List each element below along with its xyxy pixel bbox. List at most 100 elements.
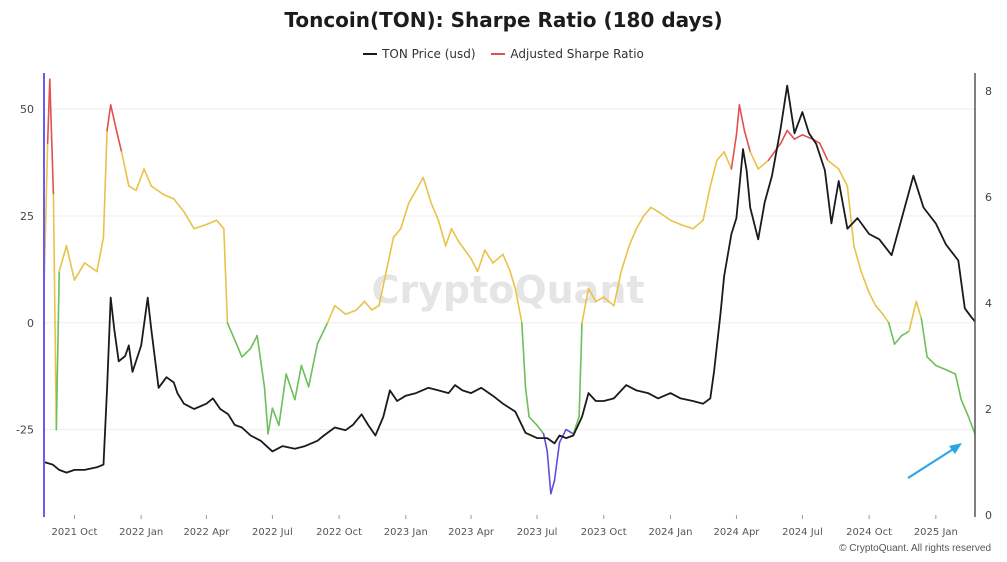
legend-label-price: TON Price (usd) [382,47,476,61]
sharpe-segment-12 [109,104,118,132]
sharpe-segment-108 [827,159,840,170]
sharpe-segment-100 [757,159,770,170]
sharpe-segment-66 [524,386,530,418]
x-tick-label-6: 2023 Apr [448,527,495,538]
sharpe-segment-101 [767,142,782,162]
sharpe-segment-88 [669,219,682,226]
x-tick-label-7: 2023 Jul [517,527,558,538]
y-right-tick-3: 2 [985,403,992,416]
sharpe-segment-33 [271,407,280,427]
sharpe-segment-113 [868,292,877,307]
sharpe-segment-37 [300,364,310,388]
sharpe-segment-127 [967,415,976,435]
sharpe-segment-70 [546,450,552,495]
sharpe-segment-28 [241,347,252,358]
grid-lines [44,108,975,431]
sharpe-segment-63 [509,270,517,290]
sharpe-segment-76 [578,321,583,418]
price-line [43,84,976,474]
sharpe-segment-67 [528,415,538,427]
sharpe-segment-24 [215,219,225,230]
sharpe-segment-22 [193,223,208,230]
sharpe-segment-13 [115,129,123,153]
sharpe-segment-123 [935,364,947,371]
sharpe-segment-99 [749,151,760,170]
sharpe-segment-126 [960,398,970,418]
sharpe-segment-109 [837,168,849,187]
sharpe-segment-84 [635,215,645,230]
sharpe-segment-18 [150,185,165,196]
x-tick-label-10: 2024 Apr [713,527,760,538]
sharpe-segment-81 [613,270,622,307]
legend-swatch-price [363,53,378,55]
sharpe-segment-27 [233,339,243,358]
sharpe-segment-11 [106,104,112,132]
sharpe-segment-68 [536,424,545,435]
sharpe-segment-72 [553,441,561,482]
sharpe-segment-10 [102,129,108,239]
sharpe-segment-65 [521,321,527,388]
sharpe-segment-43 [355,300,366,311]
sharpe-segment-32 [267,407,274,435]
y-right-tick-4: 0 [985,509,992,522]
sharpe-segment-61 [492,253,504,264]
x-axis-ticks: 2021 Oct 2022 Jan 2022 Apr 2022 Jul 2022 Oct… [51,515,958,538]
sharpe-segment-42 [344,309,358,316]
x-tick-label-13: 2025 Jan [914,527,958,538]
sharpe-segment-45 [370,304,380,311]
sharpe-segment-120 [915,300,923,320]
sharpe-segment-87 [657,210,672,222]
sharpe-segment-36 [294,364,303,401]
sharpe-segment-44 [363,300,373,311]
sharpe-segment-95 [730,134,738,170]
sharpe-segment-35 [285,373,296,401]
sharpe-segment-5 [58,245,68,273]
sharpe-segment-52 [422,176,432,204]
sharpe-segment-104 [793,134,804,140]
sharpe-segment-121 [920,317,928,358]
sharpe-segment-20 [172,198,185,213]
legend-entry-price[interactable]: TON Price (usd) [363,47,476,61]
sharpe-segment-98 [743,129,752,153]
x-tick-label-2: 2022 Apr [183,527,230,538]
sharpe-segment-26 [226,321,236,341]
y-left-tick-2: 0 [27,317,34,330]
sharpe-segment-54 [437,219,447,247]
sharpe-segment-60 [484,249,494,264]
sharpe-segment-17 [143,168,153,187]
sharpe-segment-96 [735,104,741,136]
legend-entry-sharpe[interactable]: Adjusted Sharpe Ratio [491,47,644,61]
x-tick-label-1: 2022 Jan [119,527,163,538]
y-left-tick-1: 25 [20,210,34,223]
sharpe-segment-89 [679,223,694,230]
annotation-arrow [907,443,962,479]
y-axis-right-ticks: 8 6 4 2 0 [985,85,992,522]
sharpe-segment-29 [249,334,258,350]
sharpe-segment-15 [128,185,137,192]
x-tick-label-9: 2024 Jan [648,527,692,538]
sharpe-segment-31 [263,386,269,435]
sharpe-segment-91 [702,185,712,222]
sharpe-segment-58 [470,257,479,273]
sharpe-segment-46 [378,270,388,307]
sharpe-segment-62 [502,253,512,273]
sharpe-segment-39 [316,321,329,345]
sharpe-segment-2 [49,78,55,196]
sharpe-segment-14 [120,151,130,187]
sharpe-segment-118 [900,330,910,337]
sharpe-segment-51 [415,176,425,192]
sharpe-segment-4 [55,270,61,431]
sharpe-segment-38 [307,343,319,388]
series-ton-price [43,84,976,474]
sharpe-segment-75 [572,415,580,435]
sharpe-segment-90 [692,219,704,230]
sharpe-segment-97 [738,104,746,132]
sharpe-segment-79 [594,296,605,303]
sharpe-segment-59 [476,249,486,273]
sharpe-segment-3 [52,193,58,431]
sharpe-segment-82 [620,245,630,273]
y-axis-left-ticks: 50 25 0 -25 [16,103,34,436]
x-tick-label-8: 2023 Oct [581,527,627,538]
sharpe-segment-107 [819,142,829,162]
